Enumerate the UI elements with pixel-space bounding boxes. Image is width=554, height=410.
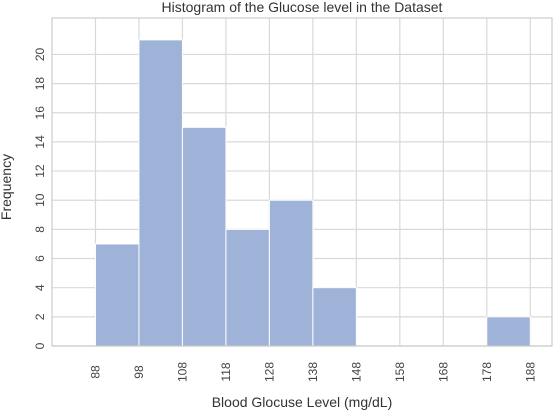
y-tick-label: 2 (33, 313, 47, 320)
y-tick-label: 10 (33, 193, 47, 207)
x-tick-label: 118 (219, 362, 233, 381)
x-tick-label: 168 (436, 362, 450, 382)
x-tick-label: 148 (349, 362, 363, 382)
y-tick-labels: 0 2 4 6 8 10 12 14 16 18 20 (33, 47, 47, 349)
x-tick-labels: 88 98 108 118 128 138 148 158 168 178 188 (88, 362, 537, 382)
y-tick-label: 6 (33, 255, 47, 262)
y-tick-label: 8 (33, 226, 47, 233)
x-tick-label: 88 (88, 365, 102, 379)
histogram-bar (94, 243, 140, 347)
histogram-bar (138, 39, 183, 347)
y-tick-label: 18 (33, 77, 47, 91)
chart-title: Histogram of the Glucose level in the Da… (162, 0, 443, 15)
histogram-bar (312, 287, 357, 347)
plot-frame (51, 17, 553, 347)
histogram-bar (486, 316, 531, 347)
x-tick-label: 98 (132, 365, 146, 379)
y-tick-label: 16 (33, 106, 47, 120)
y-tick-label: 4 (33, 284, 47, 291)
histogram-bars (94, 39, 531, 347)
x-tick-label: 158 (393, 362, 407, 382)
y-tick-label: 20 (33, 47, 47, 61)
x-tick-label: 108 (175, 362, 189, 382)
histogram-bar (225, 228, 270, 347)
histogram-bar (268, 199, 314, 347)
y-tick-label: 0 (33, 342, 47, 349)
x-tick-label: 138 (306, 362, 320, 382)
y-axis-label: Frequency (0, 154, 14, 220)
x-axis-label: Blood Glocuse Level (mg/dL) (212, 394, 393, 410)
x-tick-label: 188 (523, 362, 537, 382)
y-tick-label: 12 (33, 164, 47, 178)
histogram-bar (181, 126, 227, 347)
x-tick-label: 178 (480, 362, 494, 382)
y-tick-label: 14 (33, 135, 47, 149)
x-tick-label: 128 (262, 362, 276, 382)
